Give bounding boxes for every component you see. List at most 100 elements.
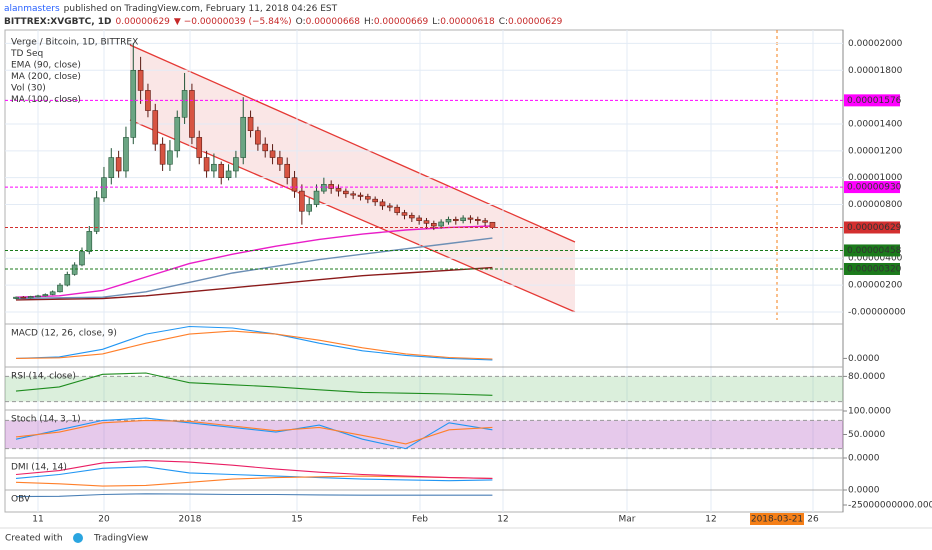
y-tick-label: 0.00001800 [848,66,903,76]
candle-body [343,190,349,195]
l-value: 0.00000618 [440,17,495,27]
pane-band [5,376,843,402]
channel-upper [129,44,576,243]
candle-body [203,157,210,172]
candle-body [27,296,34,299]
footer-created: Created with [5,534,63,544]
x-tick-label: 15 [291,515,302,525]
x-tick-label: 20 [98,515,110,525]
candle-body [225,170,232,178]
y-tick-label: 0.00000400 [848,254,903,264]
x-tick-label: 12 [497,515,508,525]
candle-body [137,69,144,91]
y-tick-label: 0.00001400 [848,119,903,129]
candle-body [57,284,63,293]
candle-body [167,150,173,165]
candle-body [372,198,378,203]
author: alanmasters [4,4,60,14]
indicator-line [15,475,493,487]
candle-body [335,188,342,192]
level-label-box [844,244,900,257]
candle-body [79,251,85,266]
y-tick-label: 0.00000800 [848,200,903,210]
candle-body [255,130,261,145]
legend-entry: EMA (90, close) [11,61,81,71]
level-label-box [844,181,900,194]
candle-body [482,220,488,223]
candle-body [299,190,305,212]
channel-fill [130,45,575,312]
candle-body [284,163,291,178]
pane-tick-label: 100.0000 [848,407,891,417]
overlay-line [15,237,493,300]
candle-body [357,194,364,197]
o-value: 0.00000668 [306,17,361,27]
candle-body [379,201,386,207]
legend-entry: TD Seq [10,49,43,59]
header-line2: BITTREX:XVGBTC, 1D 0.00000629 ▼ −0.0000003… [4,17,563,27]
indicator-line [15,460,493,479]
candle-body [291,177,298,192]
level-label: 0.00001576 [847,96,902,106]
legend-entry: MA (100, close) [11,95,81,105]
published: published on TradingView.com, February 1… [64,4,338,14]
candle-body [130,69,137,138]
candle-body [159,143,166,165]
c-value: 0.00000629 [508,17,563,27]
indicator-line [15,330,493,360]
candle-body [321,184,327,192]
date-marker-label: 2018-03-21 [751,515,803,525]
y-tick-label: 0.00001000 [848,173,903,183]
candle-body [328,184,334,189]
legend-entry: Vol (30) [11,84,46,94]
level-label: 0.00000458 [847,246,902,256]
candle-body [438,221,444,227]
y-tick-label: 0.00001200 [848,146,903,156]
pane-tick-label: 0.0000 [848,486,880,496]
candle-body [247,116,254,131]
candle-body [211,163,217,172]
candle-body [181,90,188,118]
level-label: 0.00000930 [847,183,902,193]
candle-body [42,294,49,297]
candle-body [277,157,283,165]
candle-body [64,274,71,286]
symbol: BITTREX:XVGBTC, 1D [4,17,112,27]
pane-band [5,420,843,449]
candle-body [262,143,269,152]
indicator-line [15,325,493,361]
pane-tick-label: 50.0000 [848,430,885,440]
indicator-line [15,417,493,450]
legend-entry: MA (200, close) [11,72,81,82]
candle-body [452,219,459,221]
y-tick-label: -0.00000000 [848,307,906,317]
candle-body [108,157,115,178]
pane-title: OBV [11,495,31,505]
candle-body [313,190,320,205]
candle-body [152,110,159,145]
candle-body [365,196,371,200]
c-label: C: [499,17,508,27]
candle-body [306,204,313,212]
candle-body [489,221,496,228]
candle-body [416,217,422,221]
candle-body [13,296,19,299]
channel-lower [129,119,576,313]
candle-body [233,157,239,172]
candle-body [445,219,452,223]
pane-title: Stoch (14, 3, 1) [11,415,81,425]
footer-brand: TradingView [93,534,148,544]
candle-body [174,116,181,152]
x-tick-label: 2018 [179,515,202,525]
x-tick-label: 11 [32,515,43,525]
level-label-box [844,221,900,234]
overlay-line [15,225,493,298]
x-tick-label: Feb [412,515,428,525]
candle-body [350,193,356,196]
footer-logo [73,533,83,543]
candle-body [423,220,430,224]
header-line1: alanmasters published on TradingView.com,… [4,4,338,14]
candle-body [218,163,225,178]
pane-tick-label: 0.0000 [848,354,880,364]
candle-body [123,137,129,172]
